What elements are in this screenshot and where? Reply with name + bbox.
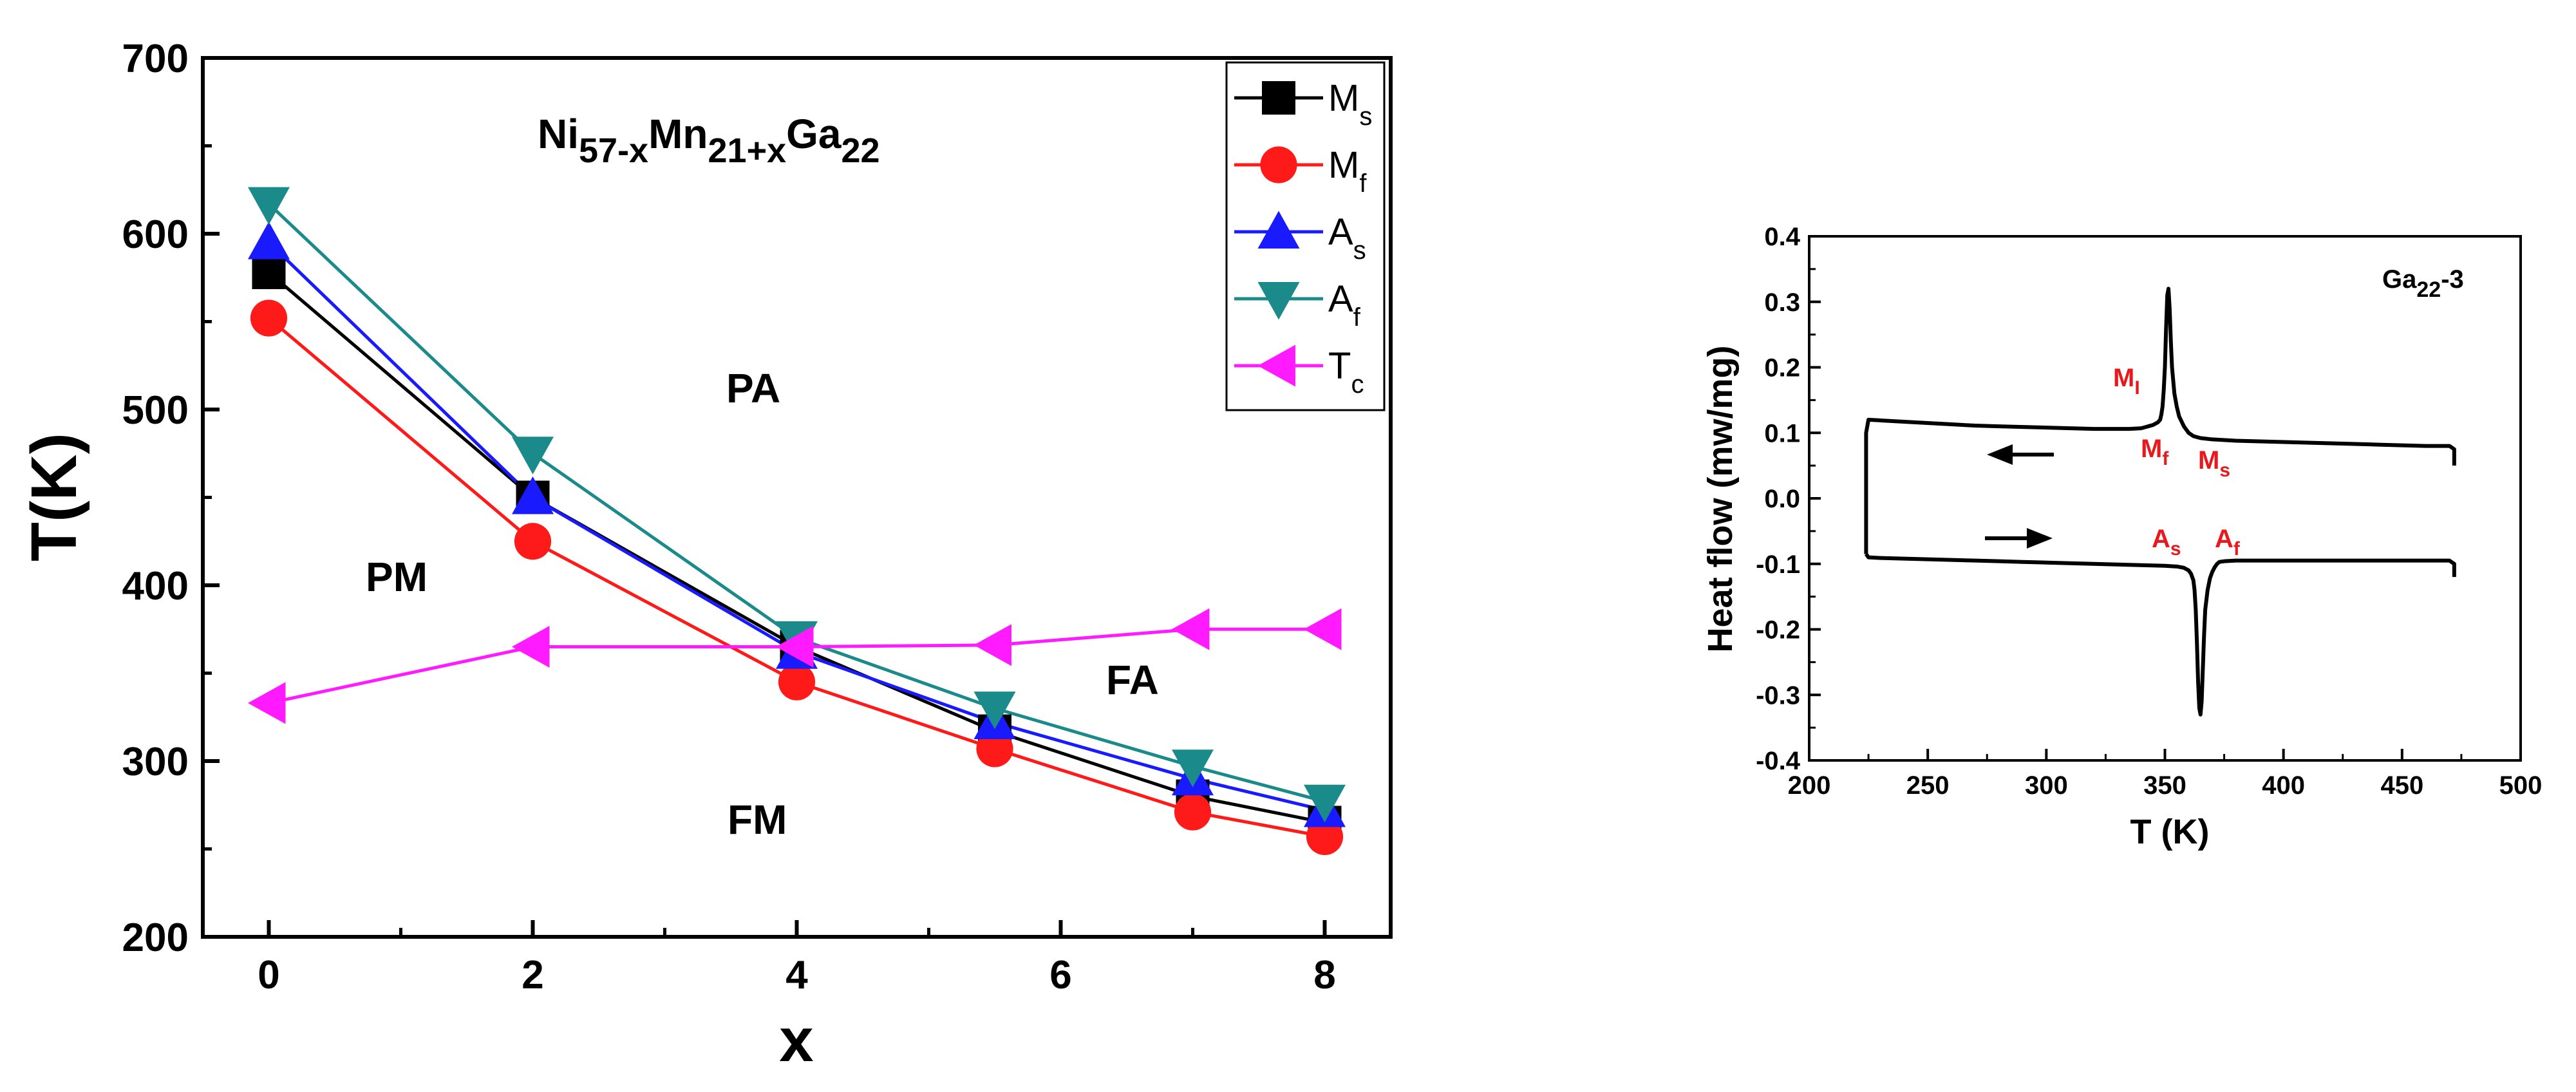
legend-marker (1260, 146, 1297, 184)
y-tick-label: 200 (122, 916, 189, 960)
legend-marker (1257, 344, 1295, 387)
x-tick-label: 200 (1788, 771, 1831, 800)
x-tick-label: 4 (785, 953, 808, 997)
data-point-mf (250, 299, 288, 337)
legend-marker (1262, 81, 1295, 115)
y-tick-label: 0.0 (1764, 485, 1800, 513)
annotation-as: As (2152, 525, 2181, 560)
phase-diagram-ylabel: T(K) (18, 433, 90, 561)
heating-curve (1864, 552, 2456, 717)
data-point-af (1172, 749, 1214, 787)
region-label-pa: PA (726, 365, 780, 411)
phase-diagram-xlabel: x (779, 1006, 813, 1075)
data-point-mf (1174, 793, 1212, 831)
x-tick-label: 250 (1906, 771, 1950, 800)
x-tick-label: 300 (2025, 771, 2068, 800)
y-tick-label: 400 (122, 564, 189, 608)
legend-box (1225, 61, 1386, 411)
y-tick-label: 0.2 (1764, 354, 1800, 382)
x-tick-label: 400 (2262, 771, 2305, 800)
y-tick-label: 700 (122, 37, 189, 81)
dsc-sample-label: Ga22-3 (2382, 265, 2464, 302)
region-label-fa: FA (1106, 657, 1159, 703)
data-point-mf (514, 523, 552, 560)
data-point-mf (1306, 818, 1344, 855)
dsc-axes: -0.4 -0.3 -0.2 -0.1 0.0 0.1 0.2 0.3 0.4 200 250 300… (1756, 223, 2542, 800)
y-tick-label: -0.1 (1756, 551, 1800, 579)
x-tick-label: 2 (522, 953, 543, 997)
phase-diagram-chart: 200 300 400 500 600 700 0 2 4 6 8 Ni57-xMn21+xGa22… (18, 37, 1393, 1075)
region-label-fm: FM (728, 796, 787, 843)
data-point-as (512, 476, 554, 514)
series-line-as (267, 241, 1326, 812)
data-point-af (1304, 784, 1346, 823)
data-point-mf (778, 663, 816, 701)
data-point-ms (252, 256, 286, 290)
annotation-af: Af (2215, 525, 2241, 560)
data-point-af (248, 187, 290, 225)
legend-entry: As (1328, 211, 1366, 265)
phase-diagram-axes: 200 300 400 500 600 700 0 2 4 6 8 (122, 37, 1336, 997)
y-tick-label: 0.4 (1764, 223, 1800, 251)
y-tick-label: 500 (122, 388, 189, 433)
legend-entry: Mf (1328, 144, 1367, 198)
x-tick-label: 0 (258, 953, 279, 997)
x-tick-label: 450 (2380, 771, 2423, 800)
y-tick-label: 600 (122, 212, 189, 257)
y-tick-label: 0.3 (1764, 288, 1800, 317)
x-tick-label: 6 (1049, 953, 1071, 997)
heating-direction-arrow (1985, 528, 2053, 549)
phase-diagram-legend: Ms Mf As Af Tc (1225, 61, 1386, 411)
phase-diagram-plot-frame (201, 56, 1393, 939)
y-tick-label: -0.3 (1756, 681, 1800, 710)
data-point-mf (976, 730, 1013, 767)
dsc-chart: -0.4 -0.3 -0.2 -0.1 0.0 0.1 0.2 0.3 0.4 200 250 300… (1701, 223, 2542, 851)
series-line-ms (267, 271, 1325, 825)
x-tick-label: 350 (2143, 771, 2186, 800)
y-tick-label: 300 (122, 740, 189, 784)
legend-entry: Af (1328, 278, 1361, 332)
annotation-mi: MI (2113, 364, 2140, 399)
dsc-xlabel: T (K) (2130, 813, 2210, 851)
phase-diagram-series (248, 187, 1346, 855)
data-point-tc (248, 682, 286, 724)
data-point-af (973, 692, 1016, 730)
legend-marker (1257, 211, 1300, 249)
data-point-tc (512, 626, 550, 668)
legend-marker (1257, 282, 1300, 320)
data-point-af (512, 437, 554, 475)
annotation-mf: Mf (2141, 435, 2169, 469)
cooling-curve (1864, 287, 2456, 554)
y-tick-label: -0.2 (1756, 616, 1800, 645)
data-point-tc (1172, 608, 1210, 650)
series-line-mf (267, 317, 1325, 838)
annotation-ms: Ms (2198, 446, 2230, 481)
data-point-tc (776, 626, 814, 668)
data-point-tc (973, 624, 1011, 666)
y-tick-label: 0.1 (1764, 419, 1800, 447)
cooling-direction-arrow (1987, 444, 2054, 465)
x-tick-label: 500 (2499, 771, 2543, 800)
data-point-as (248, 221, 290, 259)
data-point-tc (1304, 608, 1342, 650)
legend-entry: Tc (1328, 345, 1364, 399)
x-tick-label: 8 (1313, 953, 1335, 997)
series-line-af (267, 202, 1326, 804)
dsc-series (1864, 287, 2456, 717)
legend-entry: Ms (1328, 77, 1372, 131)
phase-diagram-formula: Ni57-xMn21+xGa22 (538, 111, 880, 170)
dsc-ylabel: Heat flow (mw/mg) (1701, 345, 1740, 652)
series-line-tc (268, 627, 1325, 705)
y-tick-label: -0.4 (1756, 747, 1801, 775)
region-label-pm: PM (366, 554, 428, 600)
